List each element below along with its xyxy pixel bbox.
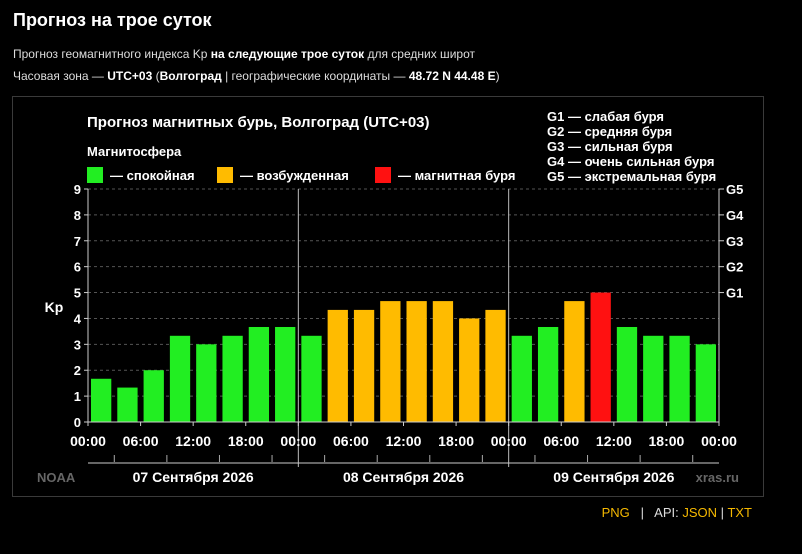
kp-bar [643,335,664,422]
g-scale-label: G4 [726,208,744,223]
y-tick-label: 2 [74,363,81,378]
x-tick-label: 12:00 [386,433,422,449]
y-tick-label: 3 [74,337,81,352]
coords-close: ) [495,69,500,83]
g-scale-legend-item: G2 — средняя буря [547,124,672,139]
kp-bar [616,326,638,422]
kp-bar [695,344,716,422]
y-tick-label: 4 [74,311,82,326]
y-tick-label: 9 [74,182,81,197]
json-link[interactable]: JSON [682,505,718,520]
x-tick-label: 18:00 [649,433,685,449]
y-tick-label: 0 [74,415,81,430]
kp-bar [353,309,375,422]
kp-bar [275,326,296,422]
timezone-value: UTC+03 [107,69,153,83]
kp-bar [564,301,585,422]
x-tick-label: 18:00 [438,433,474,449]
kp-bar [117,387,138,422]
kp-bar [537,326,559,422]
day-label: 07 Сентября 2026 [133,469,254,485]
x-tick-label: 06:00 [333,433,369,449]
legend-label: — спокойная [110,168,195,183]
x-tick-label: 00:00 [70,433,106,449]
kp-bar [327,309,348,422]
city-open: ( [152,69,160,83]
city-name: Волгоград [159,69,222,83]
g-scale-label: G2 [726,260,743,275]
api-label: API: [654,505,679,520]
coords-label: | географические координаты — [221,69,409,83]
g-scale-legend-item: G1 — слабая буря [547,109,664,124]
kp-bar [301,335,322,422]
g-scale-legend-item: G3 — сильная буря [547,139,673,154]
g-scale-label: G1 [726,286,743,301]
g-scale-label: G3 [726,234,743,249]
y-tick-label: 1 [74,389,81,404]
subtitle-text-end: для средних широт [364,47,475,61]
kp-bar [222,335,243,422]
x-tick-label: 00:00 [280,433,316,449]
kp-bar [169,335,191,422]
x-tick-label: 06:00 [543,433,579,449]
kp-bar [406,301,427,422]
kp-forecast-chart: Прогноз магнитных бурь, Волгоград (UTC+0… [37,109,744,485]
legend-label: — возбужденная [240,168,349,183]
page-title: Прогноз на трое суток [13,10,212,30]
legend-swatch [217,167,233,183]
g-scale-legend-item: G4 — очень сильная буря [547,154,714,169]
y-tick-label: 5 [74,286,81,301]
x-tick-label: 00:00 [701,433,737,449]
y-axis-label: Kp [45,299,64,315]
export-links: PNG | API: JSON | TXT [602,505,752,520]
kp-bar [485,309,506,422]
kp-bar [511,335,532,422]
x-tick-label: 06:00 [123,433,159,449]
x-tick-label: 00:00 [491,433,527,449]
kp-bar [143,370,164,422]
legend-swatch [375,167,391,183]
subtitle-emphasis: на следующие трое суток [210,47,365,61]
x-tick-label: 12:00 [175,433,211,449]
kp-bar [196,344,217,422]
link-separator: | [720,505,725,520]
forecast-description: Прогноз геомагнитного индекса Kp на след… [13,47,475,61]
legend-swatch [87,167,103,183]
y-tick-label: 7 [74,234,81,249]
kp-chart-panel: Прогноз магнитных бурь, Волгоград (UTC+0… [12,96,764,497]
coordinates: 48.72 N 44.48 E [408,69,496,83]
kp-bar [590,292,611,422]
day-label: 09 Сентября 2026 [553,469,674,485]
xras-watermark: xras.ru [696,470,739,485]
subtitle-text: Прогноз геомагнитного индекса Kp [13,47,211,61]
link-separator: | [640,505,645,520]
magnetosphere-legend-title: Магнитосфера [87,144,182,159]
chart-title: Прогноз магнитных бурь, Волгоград (UTC+0… [87,114,430,131]
y-tick-label: 6 [74,260,81,275]
timezone-prefix: Часовая зона — [13,69,108,83]
kp-bar [91,378,112,422]
plot-area [88,189,719,422]
y-tick-label: 8 [74,208,81,223]
kp-bar [459,318,480,422]
x-tick-label: 12:00 [596,433,632,449]
kp-bar [669,335,690,422]
g-scale-legend-item: G5 — экстремальная буря [547,169,716,184]
kp-bar [248,326,270,422]
txt-link[interactable]: TXT [727,505,752,520]
timezone-line: Часовая зона — UTC+03 (Волгоград | геогр… [13,69,500,83]
png-link[interactable]: PNG [601,505,630,520]
legend-label: — магнитная буря [398,168,515,183]
x-tick-label: 18:00 [228,433,264,449]
day-label: 08 Сентября 2026 [343,469,464,485]
kp-bar [380,301,401,422]
noaa-watermark: NOAA [37,470,76,485]
g-scale-label: G5 [726,182,743,197]
kp-bar [432,301,454,422]
